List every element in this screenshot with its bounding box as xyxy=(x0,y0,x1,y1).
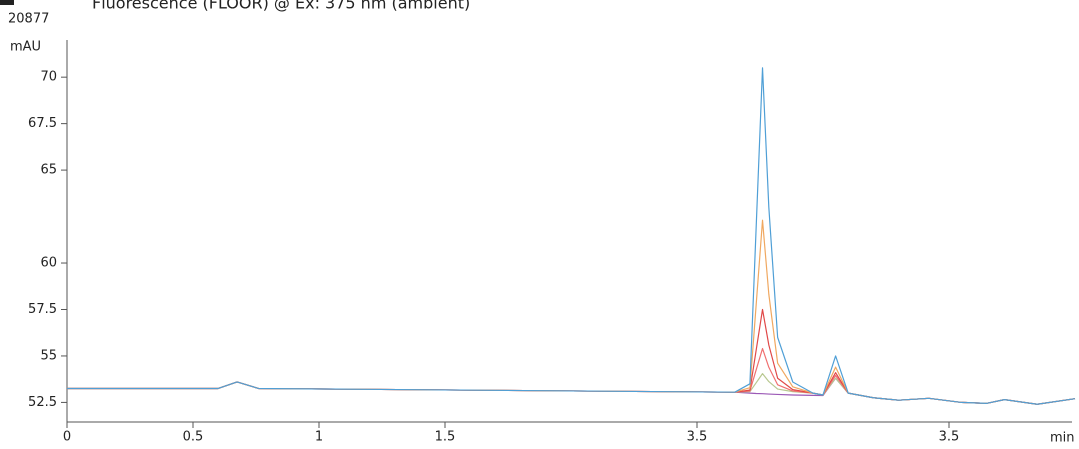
y-tick-label: 60 xyxy=(40,256,57,271)
x-tick-label: 0.5 xyxy=(183,430,204,445)
x-tick-label: 3.5 xyxy=(939,430,960,445)
corner-label: 20877 xyxy=(8,12,49,27)
trace xyxy=(67,219,1076,405)
chart-title: Fluorescence (FLOOR) @ Ex: 375 nm (ambie… xyxy=(92,0,470,13)
y-axis-unit: mAU xyxy=(10,40,41,55)
trace xyxy=(67,347,1076,405)
x-tick-label: 1.5 xyxy=(435,430,456,445)
y-tick-label: 55 xyxy=(40,348,57,363)
y-tick-label: 70 xyxy=(40,70,57,85)
x-tick-label: 1 xyxy=(315,430,323,445)
x-tick-label: 3.5 xyxy=(687,430,708,445)
x-tick-label: 0 xyxy=(63,430,71,445)
trace xyxy=(67,308,1076,405)
y-tick-label: 57.5 xyxy=(28,302,57,317)
trace xyxy=(67,67,1076,405)
y-tick-label: 65 xyxy=(40,163,57,178)
y-tick-label: 67.5 xyxy=(28,116,57,131)
header-icon xyxy=(0,0,14,5)
x-axis-unit: min xyxy=(1050,431,1075,446)
y-tick-label: 52.5 xyxy=(28,395,57,410)
